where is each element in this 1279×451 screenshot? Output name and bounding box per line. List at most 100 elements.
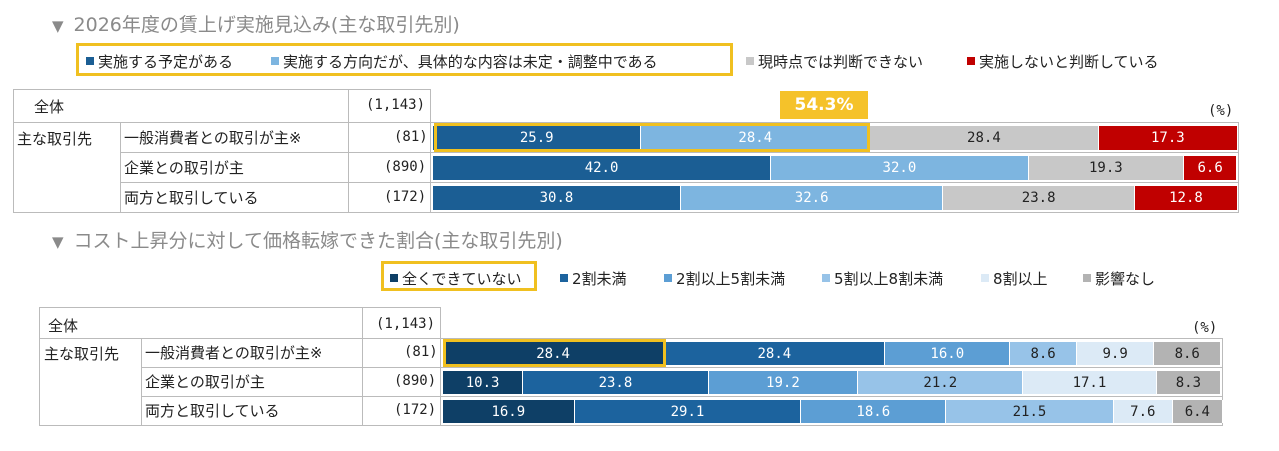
- bar-segment: 28.4: [443, 342, 665, 365]
- bar-segment: 17.1: [1023, 371, 1157, 394]
- grid-line: [141, 338, 142, 426]
- legend-item: 2割未満: [560, 268, 627, 289]
- legend-swatch: [390, 274, 398, 282]
- legend-item: 5割以上8割未満: [822, 268, 943, 289]
- grid-line: [13, 212, 1238, 213]
- grid-line: [39, 425, 1222, 426]
- grid-line: [120, 122, 121, 213]
- bar-segment: 28.4: [870, 126, 1099, 150]
- bar-value-label: 30.8: [539, 190, 574, 206]
- bar-segment: 30.8: [433, 186, 681, 210]
- row-label: 企業との取引が主: [145, 373, 265, 391]
- grid-line: [440, 307, 441, 426]
- bar-value-label: 17.3: [1151, 130, 1185, 146]
- legend-swatch: [664, 274, 672, 282]
- grid-line: [348, 89, 349, 213]
- bar-segment: 16.9: [443, 400, 575, 423]
- bar-segment: 8.6: [1154, 342, 1222, 365]
- row-label: 一般消費者との取引が主※: [124, 129, 302, 147]
- bar-value-label: 8.6: [1030, 345, 1056, 362]
- bar-value-label: 21.5: [1012, 403, 1047, 420]
- triangle-down-icon: ▼: [52, 17, 64, 35]
- legend-item: 実施する予定がある: [86, 51, 233, 72]
- chart1-title: ▼ 2026年度の賃上げ実施見込み(主な取引先別): [52, 14, 460, 36]
- bar-value-label: 25.9: [519, 130, 554, 146]
- bar-value-label: 28.4: [757, 345, 792, 362]
- grid-line: [1238, 122, 1239, 213]
- bar-segment: 32.0: [771, 156, 1029, 180]
- row-n: (890): [394, 373, 437, 389]
- bar-value-label: 18.6: [856, 403, 891, 420]
- grid-line: [39, 307, 40, 426]
- bar-value-label: 6.4: [1184, 403, 1210, 420]
- bar-segment: 8.3: [1156, 371, 1222, 394]
- bar-segment: 29.1: [574, 400, 802, 423]
- row-n: (172): [394, 402, 437, 418]
- bar-segment: 21.5: [946, 400, 1114, 423]
- row-label: 企業との取引が主: [124, 159, 244, 177]
- legend-item: 現時点では判断できない: [746, 51, 923, 72]
- bar-value-label: 32.6: [794, 190, 829, 206]
- legend-item: 2割以上5割未満: [664, 268, 785, 289]
- legend-item: 影響なし: [1083, 268, 1155, 289]
- grid-line: [13, 122, 1238, 123]
- bar-value-label: 23.8: [598, 374, 633, 391]
- bar-value-label: 6.6: [1197, 160, 1223, 176]
- bar-value-label: 9.9: [1102, 345, 1128, 362]
- grid-line: [13, 89, 430, 90]
- header-n: (1,143): [376, 316, 436, 332]
- bar-segment: 7.6: [1113, 400, 1173, 423]
- bar-value-label: 8.6: [1174, 345, 1200, 362]
- chart2-title: ▼ コスト上昇分に対して価格転嫁できた割合(主な取引先別): [52, 230, 563, 252]
- grid-line: [120, 182, 1238, 183]
- bar-value-label: 21.2: [923, 374, 958, 391]
- legend-highlight-box: [381, 261, 537, 291]
- bar-value-label: 19.3: [1089, 160, 1123, 176]
- bar-value-label: 42.0: [584, 160, 619, 176]
- unit-label: (%): [1192, 320, 1218, 336]
- bar-segment: 23.8: [523, 371, 709, 394]
- bar-value-label: 32.0: [882, 160, 917, 176]
- bar-highlight-box: [434, 123, 870, 152]
- legend-swatch: [967, 57, 975, 65]
- bar-segment: 18.6: [801, 400, 947, 423]
- bar-value-label: 17.1: [1072, 374, 1107, 391]
- bar-highlight-box: [443, 339, 666, 367]
- legend-swatch: [746, 57, 754, 65]
- bar-segment: 28.4: [664, 342, 886, 365]
- header-n: (1,143): [366, 97, 426, 113]
- bar-value-label: 19.2: [766, 374, 800, 391]
- legend-item: 8割以上: [981, 268, 1048, 289]
- header-label: 全体: [48, 317, 79, 335]
- bar-segment: 21.2: [858, 371, 1024, 394]
- bar-segment: 19.2: [708, 371, 859, 394]
- bar-segment: 10.3: [443, 371, 524, 394]
- bar-segment: 12.8: [1134, 186, 1238, 210]
- legend-swatch: [560, 274, 568, 282]
- bar-value-label: 23.8: [1021, 190, 1056, 206]
- legend-highlight-box: [76, 43, 733, 76]
- bar-value-label: 28.4: [738, 130, 773, 146]
- legend-item: 全くできていない: [390, 268, 522, 289]
- bar-segment: 19.3: [1028, 156, 1185, 180]
- grid-line: [141, 367, 1222, 368]
- bar-segment: 6.6: [1184, 156, 1238, 180]
- bar-segment: 6.4: [1172, 400, 1223, 423]
- row-n: (890): [384, 159, 427, 175]
- bar-segment: 8.6: [1010, 342, 1078, 365]
- grid-line: [13, 89, 14, 213]
- grid-line: [39, 307, 440, 308]
- bar-segment: 17.3: [1098, 126, 1238, 150]
- legend-swatch: [981, 274, 989, 282]
- grid-line: [362, 307, 363, 426]
- bar-value-label: 8.3: [1175, 374, 1202, 391]
- row-n: (172): [384, 189, 427, 205]
- row-n: (81): [394, 129, 428, 145]
- bar-segment: 28.4: [641, 126, 871, 150]
- unit-label: (%): [1208, 103, 1234, 119]
- group-label: 主な取引先: [17, 130, 93, 148]
- legend-swatch: [271, 57, 279, 65]
- legend-swatch: [822, 274, 830, 282]
- header-label: 全体: [34, 98, 65, 116]
- bar-value-label: 12.8: [1169, 190, 1203, 206]
